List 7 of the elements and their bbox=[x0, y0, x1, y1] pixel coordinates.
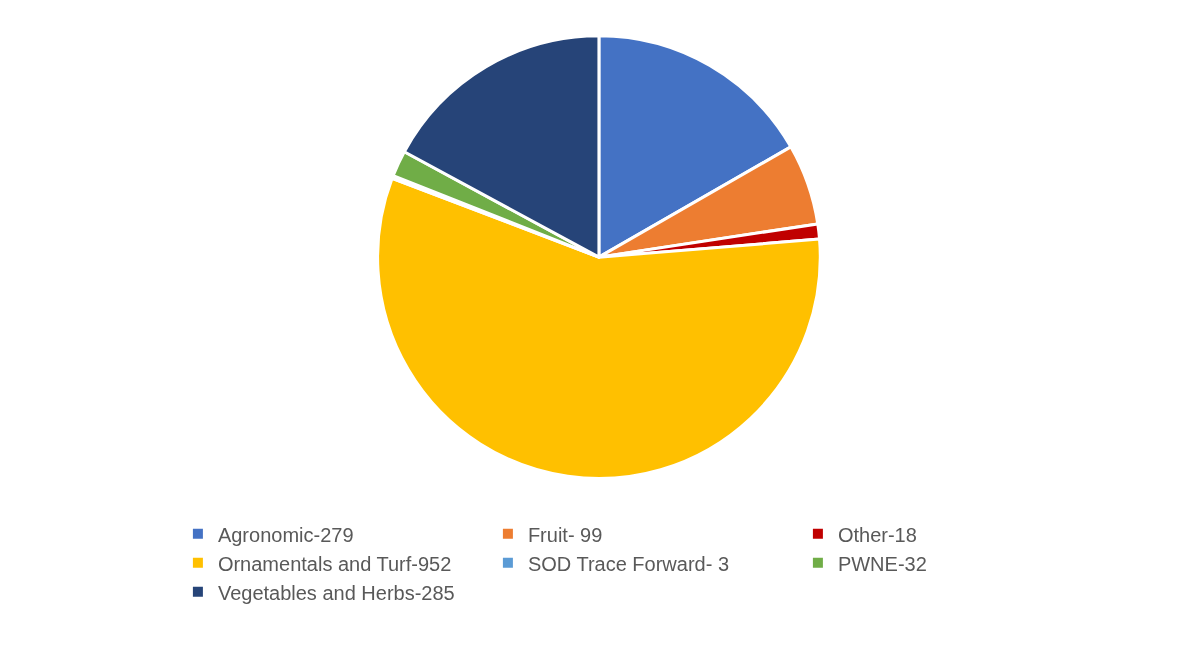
legend-label: Vegetables and Herbs-285 bbox=[217, 581, 455, 604]
legend-label: Ornamentals and Turf-952 bbox=[217, 552, 452, 575]
legend-label: Fruit- 99 bbox=[527, 523, 603, 546]
legend-label: PWNE-32 bbox=[837, 552, 927, 575]
legend-label: Other-18 bbox=[837, 523, 917, 546]
legend-label: Agronomic-279 bbox=[217, 523, 354, 546]
legend-label: SOD Trace Forward- 3 bbox=[527, 552, 730, 575]
